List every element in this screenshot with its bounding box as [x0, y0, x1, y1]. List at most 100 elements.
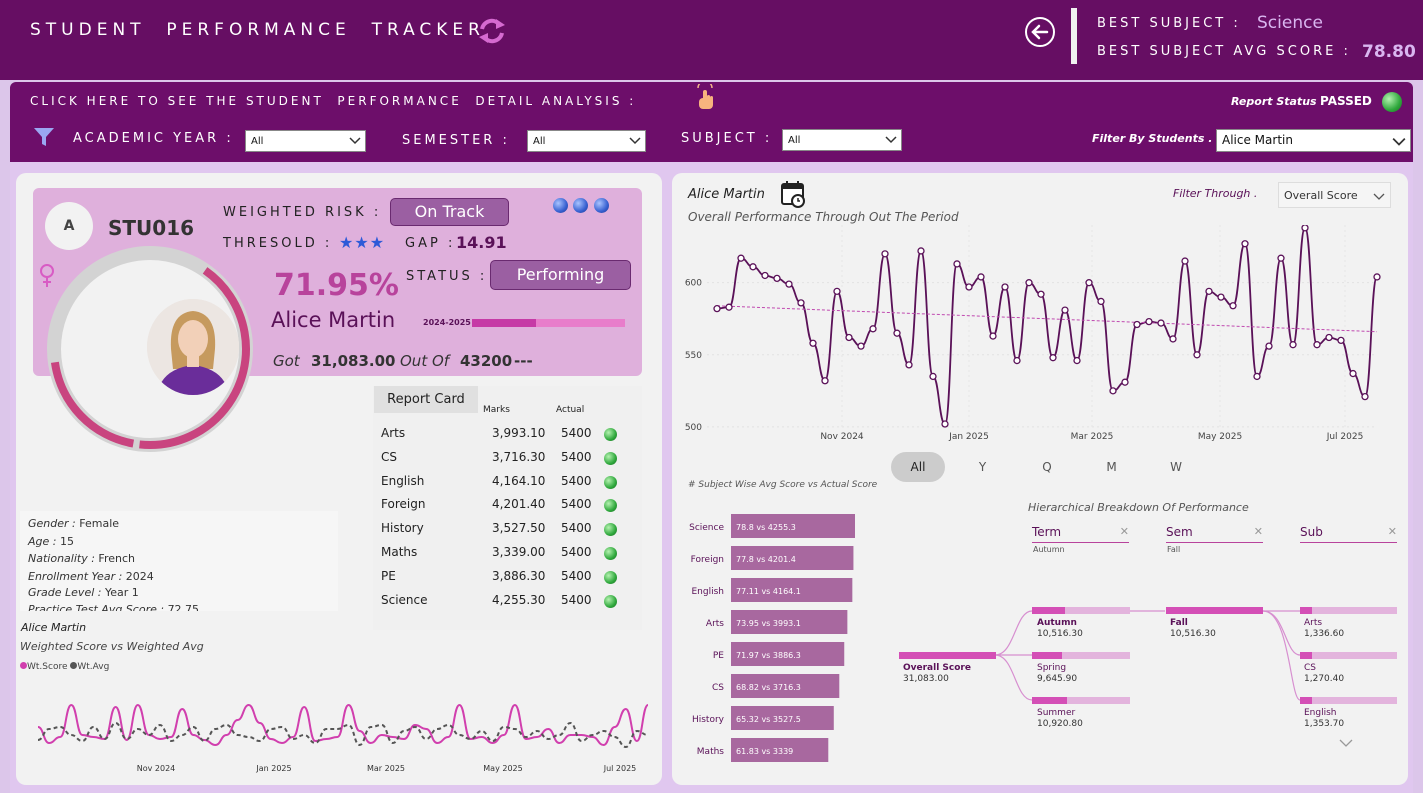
subject-bar[interactable] — [731, 706, 834, 730]
data-point[interactable] — [857, 342, 865, 350]
data-point[interactable] — [1301, 225, 1309, 232]
data-point[interactable] — [737, 254, 745, 262]
subject-bar[interactable] — [731, 738, 829, 762]
subject-bar[interactable] — [731, 546, 854, 570]
data-point[interactable] — [749, 263, 757, 271]
data-point[interactable] — [1373, 273, 1381, 281]
academic-year-select[interactable]: All — [245, 130, 366, 152]
root-node-bar[interactable] — [899, 652, 996, 659]
data-point[interactable] — [1049, 354, 1057, 362]
report-card-tab[interactable]: Report Card — [374, 386, 478, 413]
data-point[interactable] — [881, 250, 889, 258]
data-point[interactable] — [1217, 293, 1225, 301]
subject-bar[interactable] — [731, 642, 845, 666]
tab-y[interactable]: Y — [978, 460, 987, 474]
term-node-bar-spring[interactable] — [1032, 652, 1130, 659]
calendar-clock-icon[interactable] — [780, 180, 806, 208]
data-point[interactable] — [713, 304, 721, 313]
subject-bar[interactable] — [731, 578, 853, 602]
close-icon[interactable]: ✕ — [1253, 525, 1263, 538]
term-node-bar-autumn[interactable] — [1032, 607, 1130, 614]
refresh-icon[interactable] — [476, 16, 508, 46]
data-point[interactable] — [941, 420, 949, 428]
sub-column-header[interactable]: Sub ✕ — [1300, 525, 1397, 543]
detail-analysis-link[interactable]: CLICK HERE TO SEE THE STUDENT PERFORMANC… — [30, 94, 637, 108]
data-point[interactable] — [1313, 341, 1321, 349]
data-point[interactable] — [1325, 333, 1333, 342]
data-point[interactable] — [785, 280, 793, 288]
tab-w[interactable]: W — [1170, 460, 1182, 474]
data-point[interactable] — [1025, 279, 1033, 287]
data-point[interactable] — [989, 332, 997, 340]
data-point[interactable] — [845, 333, 853, 342]
data-point[interactable] — [965, 283, 973, 291]
data-point[interactable] — [1277, 254, 1285, 262]
sub-node-bar-english[interactable] — [1300, 697, 1397, 704]
data-point[interactable] — [1085, 279, 1093, 287]
scroll-down-chevron-icon[interactable] — [1339, 738, 1353, 748]
data-point[interactable] — [1145, 317, 1153, 326]
sub-node-bar-arts[interactable] — [1300, 607, 1397, 614]
data-point[interactable] — [833, 287, 841, 295]
data-point[interactable] — [1229, 302, 1237, 310]
filter-through-select[interactable]: Overall Score — [1278, 182, 1391, 208]
data-point[interactable] — [953, 260, 961, 268]
term-column-header[interactable]: Term ✕ — [1032, 525, 1129, 543]
data-point[interactable] — [1073, 356, 1081, 365]
data-point[interactable] — [1241, 240, 1249, 248]
term-node-bar-summer[interactable] — [1032, 697, 1130, 704]
nav-dot-3[interactable] — [594, 198, 609, 213]
data-point[interactable] — [1037, 290, 1045, 298]
nav-dot-1[interactable] — [553, 198, 568, 213]
back-arrow-icon[interactable] — [1024, 16, 1056, 48]
data-point[interactable] — [1001, 283, 1009, 291]
data-point[interactable] — [1265, 342, 1273, 350]
data-point[interactable] — [1157, 319, 1165, 327]
filter-funnel-icon[interactable] — [33, 127, 55, 147]
sem-node-bar-fall[interactable] — [1166, 607, 1263, 614]
data-point[interactable] — [905, 361, 913, 369]
data-point[interactable] — [725, 303, 733, 311]
data-point[interactable] — [869, 325, 877, 333]
data-point[interactable] — [773, 274, 781, 283]
data-point[interactable] — [1205, 287, 1213, 295]
data-point[interactable] — [1121, 378, 1129, 386]
data-point[interactable] — [1133, 320, 1141, 329]
data-point[interactable] — [977, 273, 985, 281]
data-point[interactable] — [809, 339, 817, 347]
data-point[interactable] — [1061, 306, 1069, 314]
pointing-hand-icon[interactable] — [694, 84, 716, 112]
student-select[interactable]: Alice Martin — [1216, 129, 1411, 152]
tab-q[interactable]: Q — [1042, 460, 1052, 474]
data-point[interactable] — [917, 247, 925, 255]
data-point[interactable] — [1193, 351, 1201, 359]
data-point[interactable] — [1361, 392, 1369, 401]
data-point[interactable] — [1337, 336, 1345, 345]
data-point[interactable] — [1013, 356, 1021, 365]
close-icon[interactable]: ✕ — [1119, 525, 1129, 538]
data-point[interactable] — [893, 329, 901, 337]
data-point[interactable] — [1349, 369, 1357, 378]
data-point[interactable] — [929, 372, 937, 381]
sem-column-header[interactable]: Sem ✕ — [1166, 525, 1263, 543]
tab-m[interactable]: M — [1106, 460, 1117, 474]
tab-all[interactable]: All — [891, 452, 945, 482]
data-point[interactable] — [1169, 335, 1177, 343]
report-card-row: History 3,527.50 5400 — [381, 521, 631, 541]
subject-bar[interactable] — [731, 674, 840, 698]
subject-bar[interactable] — [731, 514, 855, 538]
subject-select[interactable]: All — [782, 129, 902, 151]
sub-node-bar-cs[interactable] — [1300, 652, 1397, 659]
data-point[interactable] — [1253, 372, 1261, 381]
data-point[interactable] — [1289, 341, 1297, 349]
data-point[interactable] — [797, 299, 805, 307]
data-point[interactable] — [1097, 297, 1105, 306]
data-point[interactable] — [1109, 387, 1117, 395]
close-icon[interactable]: ✕ — [1387, 525, 1397, 538]
semester-select[interactable]: All — [527, 130, 646, 152]
data-point[interactable] — [761, 271, 769, 280]
nav-dot-2[interactable] — [573, 198, 588, 213]
data-point[interactable] — [1181, 257, 1189, 265]
subject-bar[interactable] — [731, 610, 848, 634]
data-point[interactable] — [821, 377, 829, 385]
